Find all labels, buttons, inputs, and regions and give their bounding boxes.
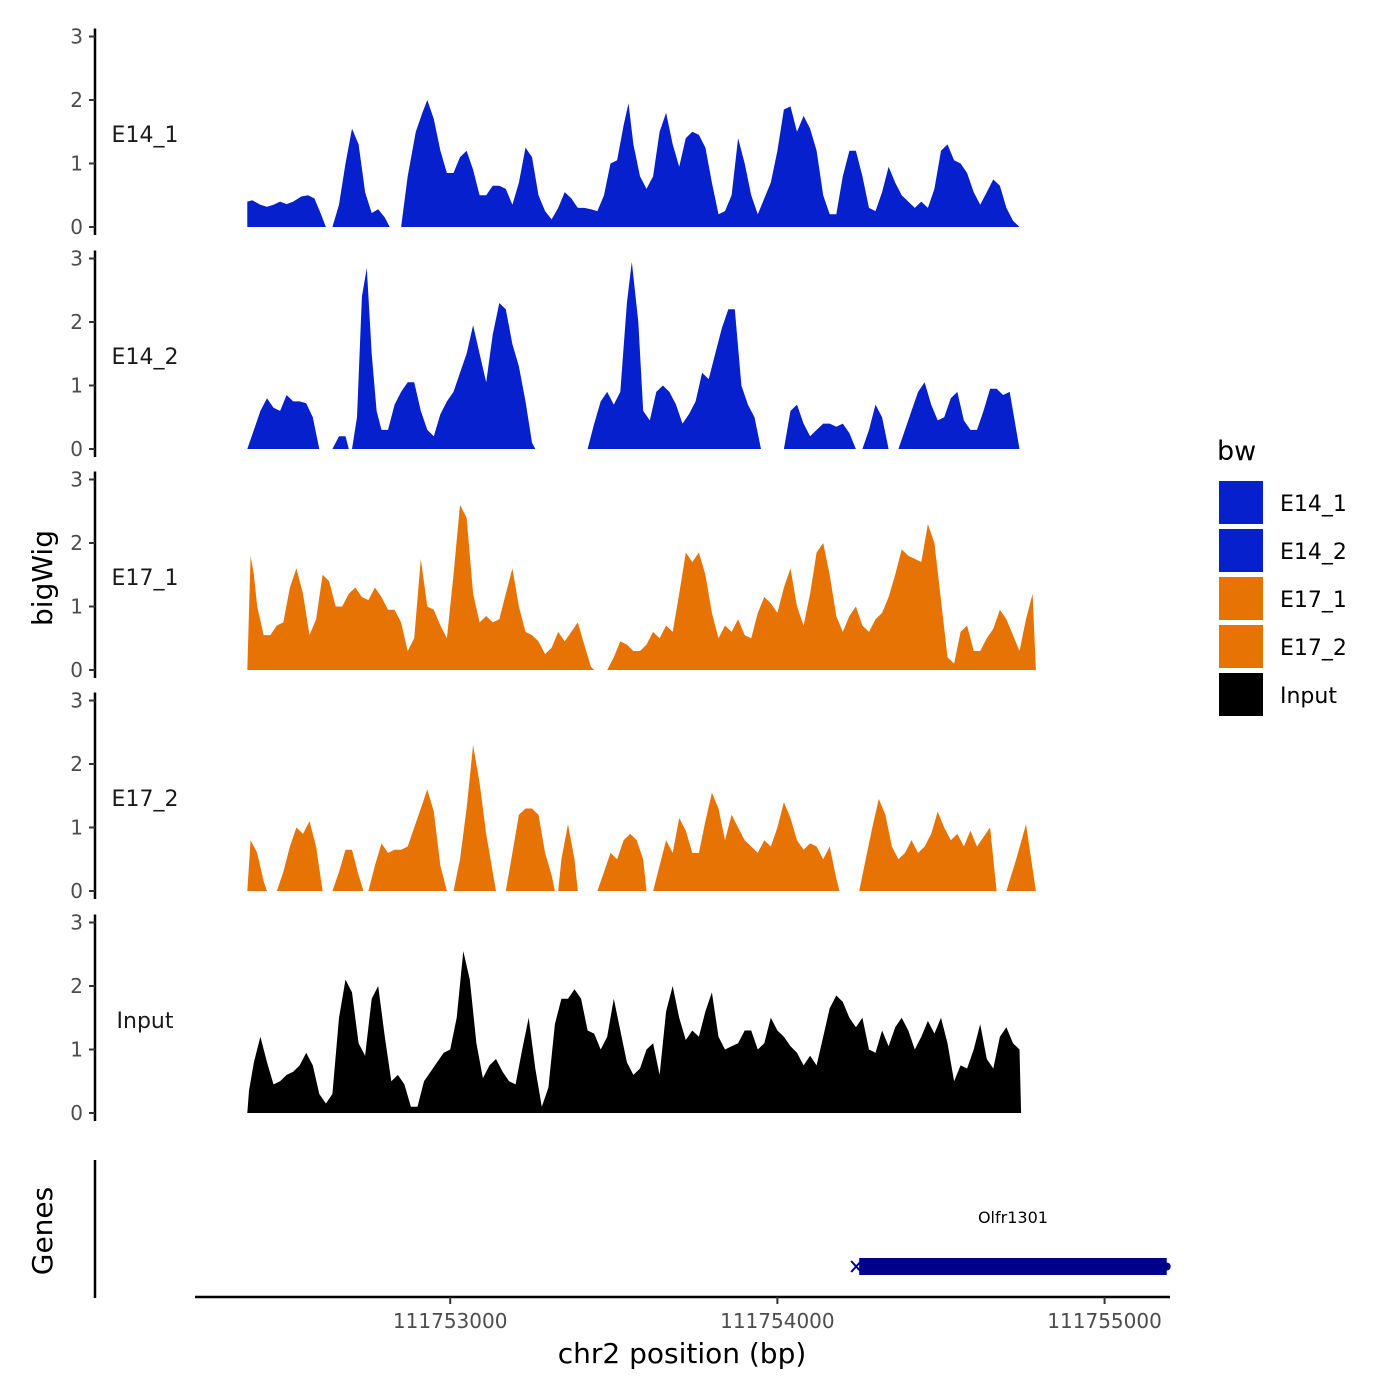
y-tick-label: 2 bbox=[70, 752, 83, 776]
y-tick-label: 3 bbox=[70, 689, 83, 713]
coverage-area-e17_1 bbox=[607, 524, 1036, 670]
coverage-area-e14_2 bbox=[862, 404, 889, 449]
track-label: E17_2 bbox=[112, 787, 179, 812]
y-tick-label: 3 bbox=[70, 911, 83, 935]
x-axis: 111753000 111754000 111755000 bbox=[195, 1295, 1170, 1333]
legend: bw E14_1 E14_2 E17_1 E17_2 Input bbox=[1217, 436, 1347, 718]
track-e17_1: 0 1 2 3 E17_1 bbox=[70, 468, 1036, 682]
legend-label: E14_2 bbox=[1280, 540, 1347, 565]
y-tick-label: 1 bbox=[70, 595, 83, 619]
track-label: Input bbox=[117, 1009, 174, 1034]
legend-title: bw bbox=[1217, 436, 1256, 467]
coverage-area-e17_2 bbox=[368, 789, 447, 891]
track-label: E14_1 bbox=[112, 123, 179, 148]
y-tick-label: 1 bbox=[70, 1038, 83, 1062]
coverage-area-e17_2 bbox=[276, 821, 323, 891]
coverage-area-e17_2 bbox=[653, 792, 840, 891]
coverage-area-e17_2 bbox=[332, 849, 364, 891]
legend-label: E17_2 bbox=[1280, 636, 1347, 661]
tracks-layer: 0 1 2 3 E14_1 0 1 2 3 E14_2 0 1 2 3 E17_1 0 1 2 3 E17_2 0 1 2 3… bbox=[70, 25, 1036, 1125]
coverage-area-e14_2 bbox=[783, 404, 856, 449]
legend-swatch bbox=[1217, 671, 1265, 718]
y-tick-label: 1 bbox=[70, 152, 83, 176]
coverage-area-e14_2 bbox=[247, 395, 320, 449]
y-axis-title: bigWig bbox=[26, 530, 59, 626]
track-input: 0 1 2 3 Input bbox=[70, 911, 1022, 1125]
coverage-area-input bbox=[247, 951, 1022, 1113]
gene-body bbox=[859, 1258, 1167, 1275]
y-tick-label: 2 bbox=[70, 974, 83, 998]
coverage-area-e17_2 bbox=[859, 798, 997, 891]
y-tick-label: 3 bbox=[70, 468, 83, 492]
coverage-area-e17_2 bbox=[505, 808, 555, 891]
coverage-area-e14_2 bbox=[898, 382, 1020, 449]
track-label: E14_2 bbox=[112, 345, 179, 370]
legend-swatch bbox=[1217, 623, 1265, 670]
y-tick-label: 0 bbox=[70, 215, 83, 239]
track-e14_1: 0 1 2 3 E14_1 bbox=[70, 25, 1020, 239]
y-tick-label: 2 bbox=[70, 310, 83, 334]
coverage-area-e17_2 bbox=[558, 824, 578, 891]
genes-track: Olfr1301 bbox=[93, 1160, 1171, 1298]
y-tick-label: 0 bbox=[70, 437, 83, 461]
coverage-area-e14_2 bbox=[587, 261, 761, 449]
legend-label: E14_1 bbox=[1280, 492, 1347, 517]
coverage-area-e17_2 bbox=[1006, 824, 1036, 891]
y-tick-label: 1 bbox=[70, 374, 83, 398]
track-e17_2: 0 1 2 3 E17_2 bbox=[70, 689, 1036, 903]
coverage-area-e14_1 bbox=[332, 128, 390, 227]
x-tick-label: 111755000 bbox=[1047, 1309, 1162, 1333]
y-tick-label: 2 bbox=[70, 88, 83, 112]
coverage-area-e14_2 bbox=[352, 268, 536, 449]
y-tick-label: 0 bbox=[70, 1101, 83, 1125]
y-tick-label: 3 bbox=[70, 25, 83, 49]
genes-track-title: Genes bbox=[26, 1187, 59, 1275]
gene-strand-mark bbox=[850, 1260, 862, 1273]
track-e14_2: 0 1 2 3 E14_2 bbox=[70, 247, 1020, 461]
coverage-area-e17_2 bbox=[453, 745, 496, 891]
legend-swatch bbox=[1217, 479, 1265, 526]
x-tick-label: 111754000 bbox=[720, 1309, 835, 1333]
legend-label: E17_1 bbox=[1280, 588, 1347, 613]
gene-end-mark bbox=[1162, 1262, 1171, 1271]
legend-swatch bbox=[1217, 575, 1265, 622]
coverage-area-e17_2 bbox=[247, 840, 267, 891]
x-tick-label: 111753000 bbox=[393, 1309, 508, 1333]
legend-label: Input bbox=[1280, 684, 1337, 709]
y-tick-label: 0 bbox=[70, 879, 83, 903]
legend-swatch bbox=[1217, 527, 1265, 574]
gene-label: Olfr1301 bbox=[978, 1208, 1048, 1227]
coverage-area-e14_2 bbox=[332, 436, 349, 449]
coverage-area-e17_2 bbox=[597, 833, 647, 891]
track-label: E17_1 bbox=[112, 566, 179, 591]
y-tick-label: 3 bbox=[70, 247, 83, 271]
y-tick-label: 2 bbox=[70, 531, 83, 555]
y-tick-label: 0 bbox=[70, 658, 83, 682]
coverage-area-e17_1 bbox=[247, 504, 595, 670]
x-axis-title: chr2 position (bp) bbox=[558, 1337, 807, 1370]
coverage-area-e14_1 bbox=[247, 195, 326, 227]
y-tick-label: 1 bbox=[70, 816, 83, 840]
coverage-area-e14_1 bbox=[401, 100, 1020, 227]
